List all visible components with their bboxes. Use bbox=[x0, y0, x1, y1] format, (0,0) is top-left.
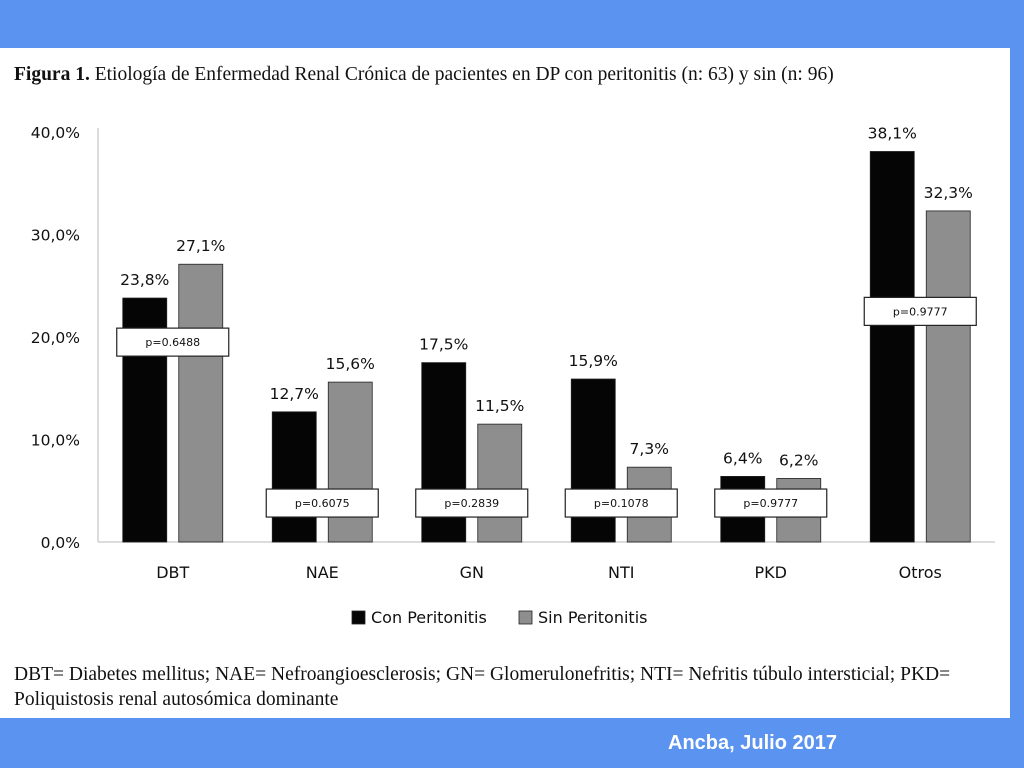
y-tick-label: 30,0% bbox=[31, 227, 80, 245]
figure-title-prefix: Figura 1. bbox=[14, 64, 90, 85]
data-label: 32,3% bbox=[924, 184, 973, 202]
data-label: 17,5% bbox=[419, 336, 468, 354]
p-value-box bbox=[116, 327, 230, 357]
data-label: 11,5% bbox=[475, 397, 524, 415]
data-label: 38,1% bbox=[868, 124, 917, 142]
p-value-box bbox=[863, 296, 977, 326]
legend-swatch-con bbox=[351, 610, 366, 625]
data-label: 15,6% bbox=[326, 355, 375, 373]
p-value-text: p=0.1078 bbox=[594, 497, 649, 510]
p-value-box bbox=[714, 488, 828, 518]
x-category-label: NTI bbox=[608, 563, 634, 582]
figure-title: Figura 1. Etiología de Enfermedad Renal … bbox=[14, 64, 1004, 86]
legend-label: Sin Peritonitis bbox=[538, 608, 647, 627]
p-value-text: p=0.2839 bbox=[444, 497, 499, 510]
p-value-box bbox=[415, 488, 529, 518]
p-value-box bbox=[564, 488, 678, 518]
x-category-label: DBT bbox=[156, 563, 189, 582]
x-category-label: GN bbox=[460, 563, 484, 582]
figure-title-text: Etiología de Enfermedad Renal Crónica de… bbox=[94, 64, 834, 85]
bar-con-nae bbox=[271, 411, 317, 543]
p-value-box bbox=[265, 488, 379, 518]
data-label: 12,7% bbox=[270, 385, 319, 403]
legend-label: Con Peritonitis bbox=[371, 608, 487, 627]
data-label: 6,2% bbox=[779, 451, 818, 469]
data-label: 7,3% bbox=[630, 440, 669, 458]
p-value-text: p=0.9777 bbox=[743, 497, 798, 510]
p-value-text: p=0.6075 bbox=[295, 497, 350, 510]
p-value-text: p=0.6488 bbox=[145, 336, 200, 349]
footer-credit: Ancba, Julio 2017 bbox=[668, 732, 837, 754]
x-category-label: NAE bbox=[306, 563, 339, 582]
bar-sin-otros bbox=[925, 210, 971, 543]
bar-sin-gn bbox=[477, 423, 523, 543]
data-label: 6,4% bbox=[723, 449, 762, 467]
bar-sin-nae bbox=[327, 381, 373, 543]
x-category-label: Otros bbox=[899, 563, 942, 582]
bar-sin-dbt bbox=[178, 263, 224, 543]
y-tick-label: 20,0% bbox=[31, 329, 80, 347]
y-tick-label: 0,0% bbox=[41, 534, 80, 552]
legend-swatch-sin bbox=[518, 610, 533, 625]
data-label: 27,1% bbox=[176, 237, 225, 255]
y-tick-label: 10,0% bbox=[31, 432, 80, 450]
data-label: 15,9% bbox=[569, 352, 618, 370]
y-tick-label: 40,0% bbox=[31, 124, 80, 142]
bar-chart: 0,0% 10,0% 20,0% 30,0% 40,0% DBT NAE GN NTI PKD Ot… bbox=[31, 124, 995, 627]
figure-caption: DBT= Diabetes mellitus; NAE= Nefroangioe… bbox=[14, 664, 951, 710]
p-value-text: p=0.9777 bbox=[893, 305, 948, 318]
bar-con-otros bbox=[869, 151, 915, 543]
data-label: 23,8% bbox=[120, 271, 169, 289]
figure-panel: Figura 1. Etiología de Enfermedad Renal … bbox=[0, 48, 1010, 718]
x-category-label: PKD bbox=[755, 563, 787, 582]
